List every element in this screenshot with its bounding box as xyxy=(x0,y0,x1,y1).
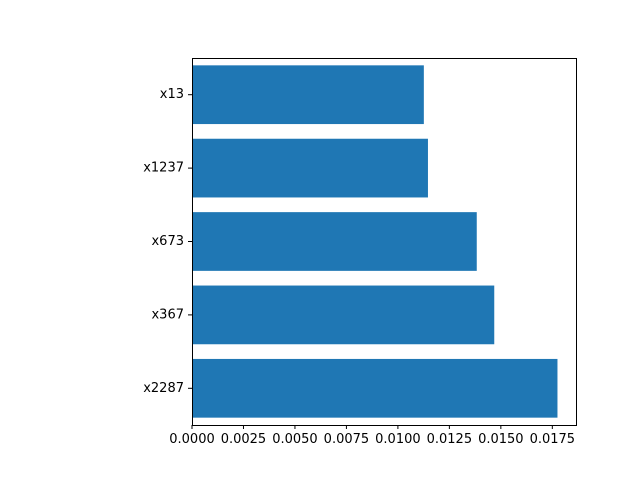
bar-x2287 xyxy=(192,358,558,418)
y-axis: x2287 x367 x673 x1237 x13 xyxy=(143,87,192,396)
y-tick-label: x13 xyxy=(160,87,184,102)
x-tick-label: 0.0025 xyxy=(221,432,267,447)
x-tick-label: 0.0125 xyxy=(427,432,473,447)
x-tick-label: 0.0000 xyxy=(169,432,215,447)
y-tick-label: x673 xyxy=(151,234,184,249)
bar-x367 xyxy=(192,285,495,345)
bars-group xyxy=(192,65,558,418)
y-tick-label: x1237 xyxy=(143,161,184,176)
x-tick-label: 0.0100 xyxy=(375,432,421,447)
x-tick-label: 0.0050 xyxy=(272,432,318,447)
x-tick-label: 0.0150 xyxy=(478,432,524,447)
plot-frame xyxy=(192,58,577,426)
x-tick-label: 0.0175 xyxy=(530,432,576,447)
y-tick-label: x2287 xyxy=(143,381,184,396)
x-axis: 0.0000 0.0025 0.0050 0.0075 0.0100 0.0125 0.01… xyxy=(169,425,575,447)
bar-x673 xyxy=(192,212,477,271)
y-tick-label: x367 xyxy=(151,307,184,322)
bar-x13 xyxy=(192,65,424,125)
x-tick-label: 0.0075 xyxy=(324,432,370,447)
bar-x1237 xyxy=(192,138,428,198)
